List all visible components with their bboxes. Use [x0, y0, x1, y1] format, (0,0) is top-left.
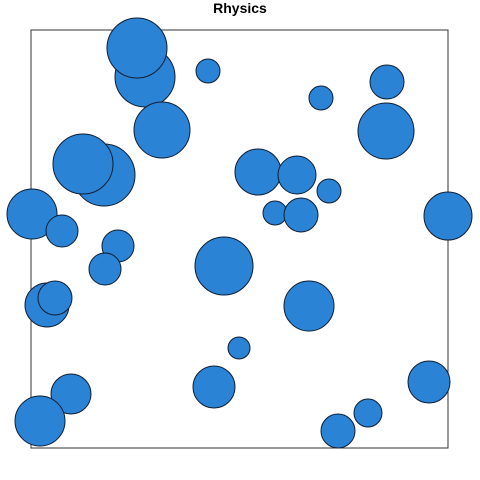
ball-4: [133, 101, 191, 159]
ball-27: [283, 280, 335, 332]
ball-3: [195, 58, 221, 84]
ball-21: [262, 200, 288, 226]
ball-30: [320, 413, 356, 449]
ball-13: [194, 236, 254, 296]
ball-25: [357, 102, 415, 160]
ball-22: [283, 197, 319, 233]
ball-18: [234, 148, 282, 196]
ball-12: [37, 280, 73, 316]
ball-10: [88, 252, 122, 286]
ball-6: [52, 133, 114, 195]
ball-19: [277, 155, 317, 195]
ball-24: [369, 64, 405, 100]
plot-title: Rhysics: [213, 0, 267, 16]
ball-2: [106, 17, 168, 79]
ball-7: [6, 188, 58, 240]
ball-14: [227, 336, 251, 360]
ball-8: [45, 214, 79, 248]
balls-layer: [6, 17, 473, 449]
ball-26: [423, 191, 473, 241]
ball-16: [50, 373, 92, 415]
ball-28: [407, 360, 451, 404]
ball-20: [316, 178, 342, 204]
ball-17: [14, 395, 66, 447]
ball-29: [353, 398, 383, 428]
ball-23: [308, 85, 334, 111]
ball-15: [192, 365, 236, 409]
